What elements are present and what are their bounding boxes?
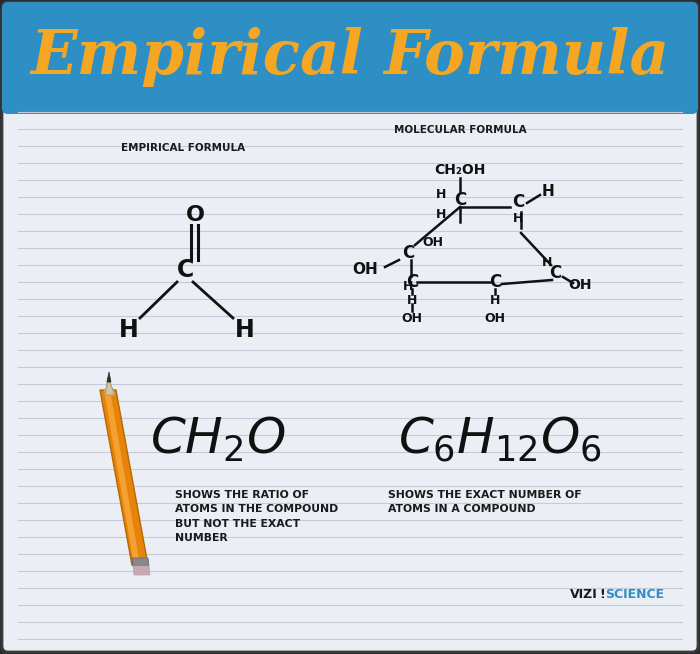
Text: OH: OH — [352, 262, 378, 277]
Text: H: H — [402, 279, 413, 292]
Text: CH₂OH: CH₂OH — [434, 163, 486, 177]
Text: MOLECULAR FORMULA: MOLECULAR FORMULA — [393, 125, 526, 135]
Text: H: H — [235, 318, 255, 342]
FancyBboxPatch shape — [2, 2, 698, 114]
Text: $\mathit{C_6H_{12}O_6}$: $\mathit{C_6H_{12}O_6}$ — [398, 415, 602, 465]
Text: H: H — [119, 318, 139, 342]
Text: SCIENCE: SCIENCE — [605, 589, 664, 602]
Text: H: H — [436, 209, 446, 222]
Text: H: H — [542, 184, 554, 199]
Text: VIZI: VIZI — [570, 589, 598, 602]
Polygon shape — [133, 566, 150, 575]
Text: OH: OH — [402, 311, 423, 324]
Text: H: H — [490, 294, 500, 307]
Text: H: H — [542, 256, 552, 269]
Text: C: C — [406, 273, 418, 291]
Text: EMPIRICAL FORMULA: EMPIRICAL FORMULA — [121, 143, 245, 153]
Text: SHOWS THE RATIO OF
ATOMS IN THE COMPOUND
BUT NOT THE EXACT
NUMBER: SHOWS THE RATIO OF ATOMS IN THE COMPOUND… — [175, 490, 338, 543]
Text: OH: OH — [484, 311, 505, 324]
Text: $\mathit{CH_2O}$: $\mathit{CH_2O}$ — [150, 415, 286, 465]
Polygon shape — [132, 558, 149, 566]
Text: C: C — [489, 273, 501, 291]
Text: Empirical Formula: Empirical Formula — [30, 27, 670, 87]
Text: C: C — [402, 244, 414, 262]
Text: C: C — [454, 191, 466, 209]
Text: H: H — [436, 188, 446, 201]
Polygon shape — [100, 390, 148, 565]
Polygon shape — [107, 372, 111, 382]
Text: OH: OH — [423, 235, 444, 249]
Text: H: H — [513, 211, 523, 224]
Text: H: H — [407, 294, 417, 307]
Text: SHOWS THE EXACT NUMBER OF
ATOMS IN A COMPOUND: SHOWS THE EXACT NUMBER OF ATOMS IN A COM… — [388, 490, 582, 515]
Text: C: C — [549, 264, 561, 282]
Text: C: C — [512, 193, 524, 211]
Polygon shape — [104, 390, 140, 565]
Text: !: ! — [599, 589, 605, 602]
Text: C: C — [176, 258, 194, 282]
Polygon shape — [105, 378, 115, 395]
FancyBboxPatch shape — [8, 70, 692, 108]
Text: O: O — [186, 205, 204, 225]
Text: OH: OH — [568, 278, 592, 292]
